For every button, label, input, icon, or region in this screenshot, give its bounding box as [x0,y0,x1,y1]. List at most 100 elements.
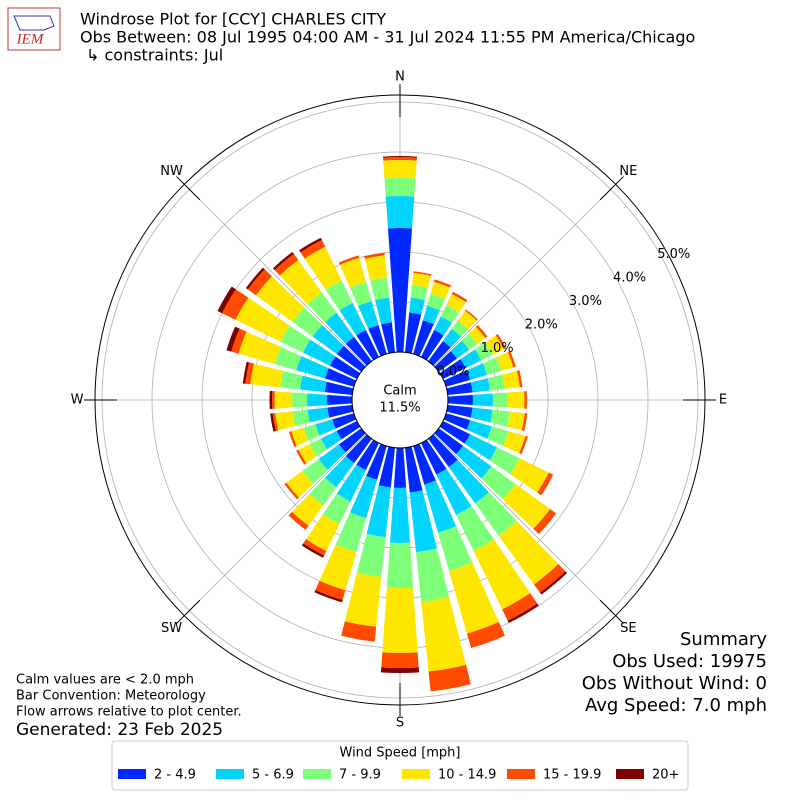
bar-segment [451,320,469,337]
bar-segment [314,590,343,603]
bar-segment [339,302,366,336]
bar-segment [456,445,492,479]
bar-segment [481,466,516,500]
bar-segment [272,391,275,409]
bar-segment [286,470,314,498]
bar-segment [489,447,520,475]
bar-segment [329,356,361,379]
bar-segment [507,411,525,431]
bar-segment [358,300,379,329]
bar-segment [446,405,473,418]
bar-segment [255,276,305,322]
direction-label: NW [160,164,183,179]
logo-text: IEM [16,31,45,47]
bar-segment [502,593,538,621]
bar-segment [339,257,367,288]
bar-segment [409,490,438,553]
bar-segment [421,596,467,672]
bar-segment [428,434,458,468]
bar-segment [468,326,486,344]
bar-segment [300,375,327,393]
bar-segment [332,413,357,429]
logo-shape [13,15,55,31]
legend-box [111,740,689,791]
legend-swatch [507,769,535,779]
bar-segment [428,664,471,692]
flow-arrow [176,599,201,624]
plot [94,94,706,706]
bar-segment [306,514,340,551]
bar-segment [284,482,299,500]
bar-segment [349,475,378,519]
bar-segment [415,548,450,602]
legend-swatch [118,769,146,779]
bar-segment [298,444,317,464]
bar-segment [335,512,367,552]
bar-segment [428,340,451,366]
bar-segment [510,458,549,493]
bar-segment [245,267,265,290]
bar-segment [439,421,471,444]
bar-segment [291,493,324,526]
bar-segment [320,430,342,450]
bar-segment [238,331,281,365]
bar-segment [413,271,432,276]
bar-segment [235,297,290,342]
direction-label: S [396,716,404,731]
legend-label: 7 - 9.9 [339,768,381,783]
legend-label: 15 - 19.9 [543,768,601,783]
flow-arrow [599,176,624,201]
bar-segment [250,363,284,388]
bar-segment [466,420,492,439]
bar-segment [306,393,328,407]
bar-segment [436,468,472,516]
bar-segment [539,571,568,595]
bar-segment [324,381,354,395]
bar-segment [322,493,351,525]
bar-segment [440,305,459,323]
bar-segment [390,487,410,543]
summary-line: Obs Used: 19975 [612,651,767,672]
bar-segment [356,533,386,578]
bar-segment [302,459,328,484]
bar-segment [303,539,327,556]
r-tick-label: 2.0% [525,317,558,332]
bar-segment [413,320,434,357]
r-tick-label: 4.0% [613,270,646,285]
direction-label: E [719,393,727,408]
bar-segment [464,434,498,461]
bar-segment [325,280,353,311]
grid-spoke [433,184,616,367]
bar-segment [301,543,325,558]
bar-segment [302,339,336,366]
bar-segment [309,477,337,506]
constraints: ↳ constraints: Jul [86,46,223,65]
bar-segment [242,361,250,384]
bar-segment [356,329,379,361]
bar-segment [434,316,453,336]
flow-arrow [176,176,201,201]
bar-segment [382,156,418,158]
r-tick-label: 3.0% [569,294,602,309]
legend-label: 5 - 6.9 [252,768,294,783]
note: Calm values are < 2.0 mph [16,673,194,688]
bar-segment [470,378,491,393]
bar-segment [319,544,357,591]
bar-segment [303,424,320,441]
bar-segment [485,335,504,355]
flow-arrow [599,599,624,624]
bar-segment [460,349,482,368]
bar-segment [383,157,417,161]
bar-segment [299,237,322,253]
bar-segment [341,621,377,642]
bar-segment [380,667,420,673]
bar-segment [507,350,516,368]
bar-segment [280,370,303,390]
bar-segment [222,289,249,320]
bar-segment [292,409,310,427]
bar-segment [439,359,466,379]
direction-label: SE [620,621,636,636]
bar-segment [381,652,419,668]
legend-swatch [216,769,244,779]
bar-segment [421,439,447,475]
